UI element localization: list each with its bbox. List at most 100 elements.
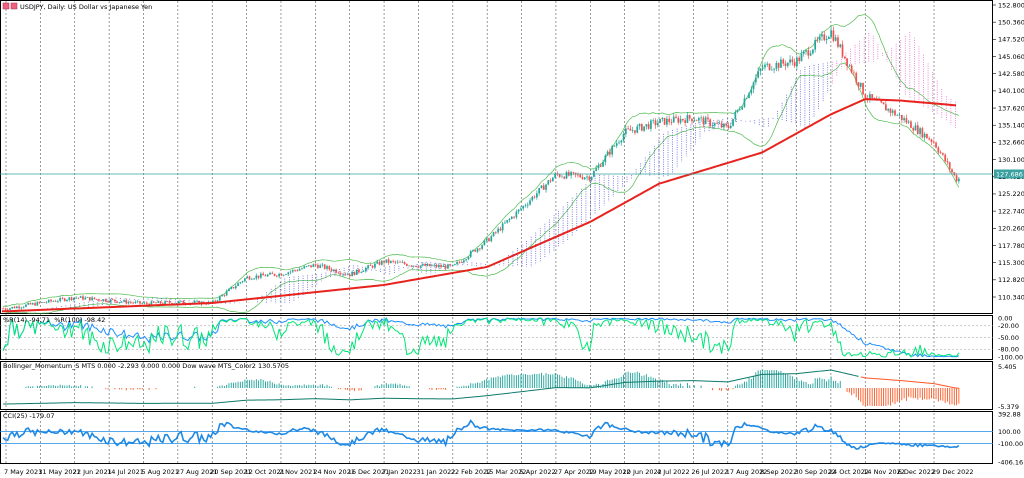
candle-body [859, 82, 862, 87]
candle-body [196, 300, 198, 302]
candle-body [415, 265, 417, 267]
candle-body [611, 146, 614, 155]
candle-body [435, 264, 438, 267]
candle-body [741, 106, 744, 110]
candle-body [444, 265, 447, 269]
candle-body [615, 143, 618, 146]
candle-body [458, 261, 461, 263]
time-label: 7 Jan 2022 [382, 468, 417, 476]
candle-body [298, 269, 301, 271]
candle-body [661, 117, 664, 119]
candle-body [22, 306, 25, 308]
candle-body [52, 301, 55, 302]
candle-body [282, 274, 285, 276]
candle-body [171, 302, 173, 305]
candle-body [358, 269, 360, 273]
candle-body [346, 274, 349, 276]
candle-body [620, 140, 623, 143]
candle-body [640, 124, 643, 131]
candle-body [679, 118, 682, 123]
candle-body [387, 259, 390, 263]
candle-body [136, 301, 139, 302]
candle-body [853, 72, 855, 74]
price-tick-label: 145.060 [998, 53, 1024, 61]
candle-body [588, 176, 591, 181]
candle-body [228, 288, 230, 292]
candle-body [223, 295, 226, 296]
time-label: 15 Mar 2022 [485, 468, 526, 476]
candle-body [533, 196, 536, 198]
cci-tick-label: -406.16 [998, 458, 1023, 466]
candle-body [677, 117, 680, 123]
candle-body [437, 265, 440, 267]
candle-body [150, 301, 153, 306]
candle-body [759, 68, 762, 72]
candle-body [478, 248, 481, 250]
candle-body [693, 120, 696, 122]
candle-body [823, 34, 826, 41]
candle-body [554, 173, 556, 178]
time-label: 19 May 2022 [588, 468, 630, 476]
candle-body [25, 304, 27, 307]
candle-body [825, 38, 828, 41]
candle-body [935, 142, 937, 148]
candle-body [421, 264, 424, 266]
candle-body [31, 303, 34, 305]
candle-body [955, 175, 958, 182]
candle-body [743, 98, 746, 107]
price-tick-label: 130.100 [998, 156, 1024, 164]
candle-body [586, 176, 588, 178]
candle-body [102, 299, 105, 302]
candle-body [784, 63, 787, 66]
candle-body [739, 109, 741, 111]
candle-body [928, 138, 931, 140]
candle-body [561, 176, 563, 178]
candle-body [921, 128, 924, 138]
candle-body [663, 117, 666, 125]
candle-body [805, 50, 807, 52]
candle-body [107, 301, 109, 303]
candle-body [754, 77, 757, 83]
candle-body [597, 165, 600, 169]
candle-body [864, 94, 867, 99]
candle-body [894, 110, 896, 116]
candle-body [45, 302, 48, 304]
candle-body [951, 169, 953, 173]
candle-body [264, 275, 267, 277]
candle-body [531, 196, 534, 201]
candle-body [595, 168, 598, 171]
candle-body [843, 56, 846, 59]
candle-body [348, 274, 351, 277]
window-icon [2, 2, 10, 10]
main-price-panel [0, 0, 993, 314]
candle-body [599, 165, 602, 167]
candle-body [355, 269, 358, 276]
vertical-grid [5, 1, 935, 463]
candle-body [613, 145, 616, 147]
candle-body [827, 36, 830, 39]
candle-body [517, 209, 520, 212]
candle-body [120, 301, 123, 303]
candle-body [287, 272, 290, 275]
candle-body [716, 123, 718, 124]
candle-body [9, 308, 11, 310]
candle-body [66, 299, 68, 301]
candle-body [380, 260, 383, 265]
time-label: 22 Feb 2022 [451, 468, 491, 476]
candle-body [225, 291, 228, 296]
time-label: 29 Dec 2022 [932, 468, 974, 476]
candle-body [732, 119, 734, 126]
candle-body [36, 301, 39, 306]
candle-body [157, 301, 160, 304]
candle-body [723, 123, 725, 128]
candle-body [757, 71, 760, 78]
time-label: 6 Dec 2022 [898, 468, 935, 476]
candle-body [285, 274, 287, 276]
candle-body [481, 245, 484, 249]
candle-body [919, 128, 921, 134]
candle-body [793, 61, 796, 67]
wpr-tick-label: -80.00 [998, 346, 1019, 354]
candle-body [61, 297, 64, 299]
candle-body [123, 300, 125, 302]
